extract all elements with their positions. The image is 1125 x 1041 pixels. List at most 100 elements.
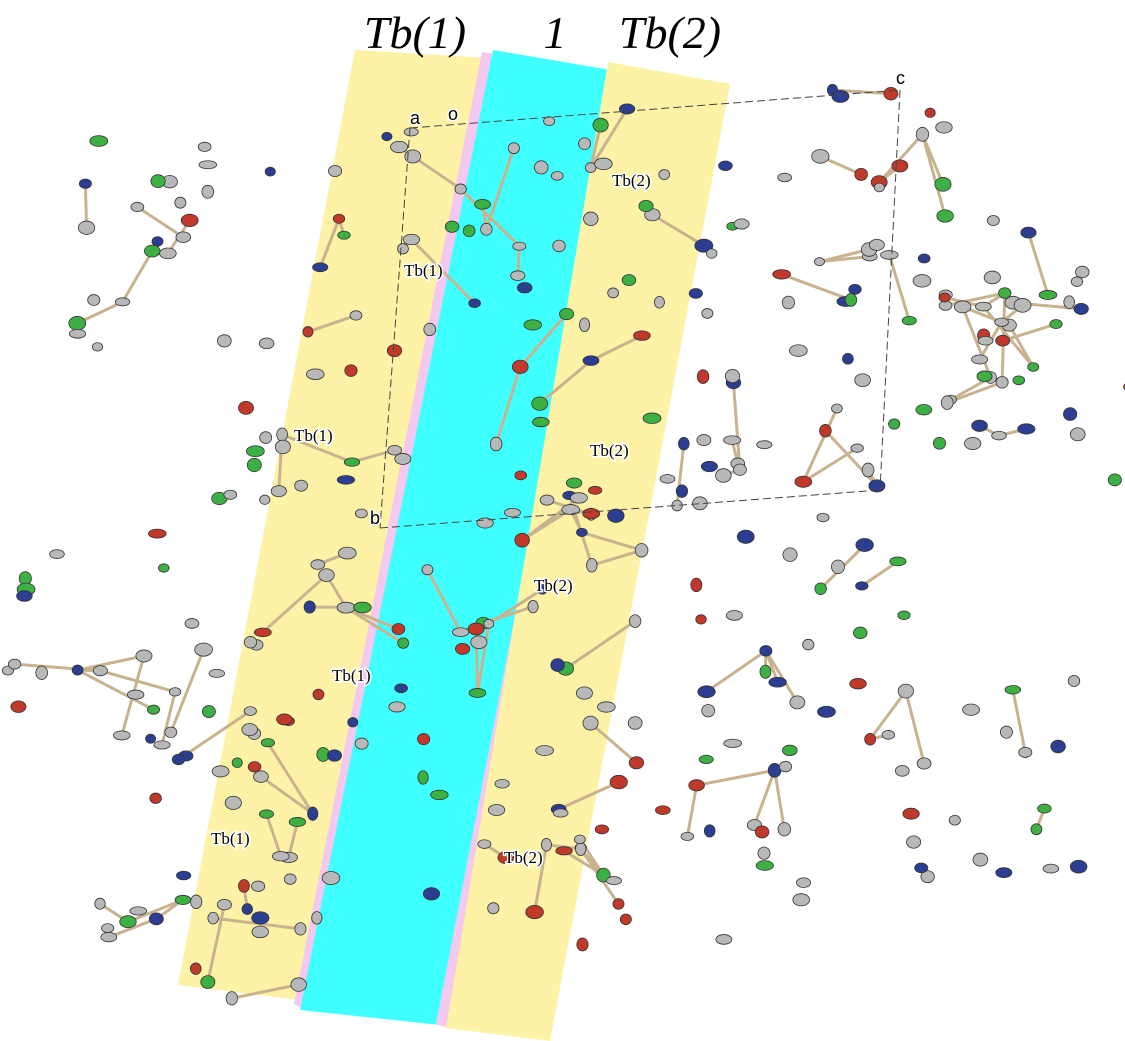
atom [814,258,824,266]
atom [120,916,137,928]
atom [939,293,950,302]
atom [769,677,787,687]
atom [954,301,971,313]
atom [579,318,589,332]
atom [779,761,791,771]
atom [405,150,421,163]
atom [225,796,241,809]
atom [533,417,550,426]
atom [512,360,528,373]
atom [915,863,928,873]
atom [597,702,615,712]
atom [418,771,428,784]
atom [536,745,554,755]
atom [842,353,853,364]
bond [879,134,922,182]
atom [248,762,261,772]
atom [92,343,102,351]
atom [1014,298,1031,312]
atom [392,624,405,635]
atom [595,158,613,170]
atom [796,878,810,888]
atom [881,251,899,260]
bond [697,770,775,785]
atom [354,602,372,613]
bond [754,770,774,825]
atom [355,738,368,749]
atom [1028,363,1039,372]
atom [172,754,184,764]
atom [660,475,675,484]
atom [999,288,1011,299]
atom [224,490,237,499]
atom [737,530,754,543]
atom [972,420,988,431]
atom [242,724,258,736]
atom [812,149,829,163]
atom [551,659,565,672]
atom [524,320,542,330]
atom [176,232,191,243]
atom [488,903,499,914]
atom [676,485,687,498]
atom [72,665,83,675]
atom [478,840,491,849]
atom [252,881,265,891]
page: Tb(1) 1 Tb(2) a o b c Tb(1) Tb(1) Tb(1) … [0,0,1125,1041]
atom [941,396,953,410]
atom [259,810,273,818]
atom [634,331,651,341]
atom [191,895,202,908]
atom [795,476,812,487]
atom [733,464,746,475]
atom [756,861,773,871]
atom [8,659,20,669]
atom [158,564,169,572]
atom [1005,685,1021,694]
atom [1070,860,1087,873]
atom [719,161,733,171]
atom [681,832,694,840]
atom-label: Tb(2) [504,848,543,867]
atom [566,478,582,488]
atom [452,628,468,637]
atom [903,808,919,819]
atom [724,739,742,747]
atom [212,766,229,777]
atom [90,136,108,147]
atom [588,486,601,494]
atom [469,688,486,697]
atom [306,369,324,380]
atom [551,171,563,180]
atom [559,308,573,319]
atom [579,138,591,150]
atom [252,926,269,938]
atom [291,978,307,992]
atom [160,248,177,259]
atom [689,288,702,298]
atom [355,509,367,518]
bond [889,255,909,321]
atom [856,582,869,590]
bond [782,274,851,300]
atom [295,923,306,936]
atom [395,453,411,464]
atom [1013,376,1025,385]
atom [475,199,491,209]
column-label: Tb(2) [619,7,721,58]
atom [36,666,48,679]
atom [131,202,144,211]
atom [517,283,532,293]
atom [303,327,313,338]
atom [11,701,26,713]
atom [643,413,661,424]
atom [271,486,286,497]
atom [404,128,418,136]
atom [635,543,648,557]
atom [495,779,509,788]
atom [431,790,449,800]
atom [697,435,711,446]
atom [328,165,341,176]
atom [726,611,742,621]
atom [553,809,568,817]
